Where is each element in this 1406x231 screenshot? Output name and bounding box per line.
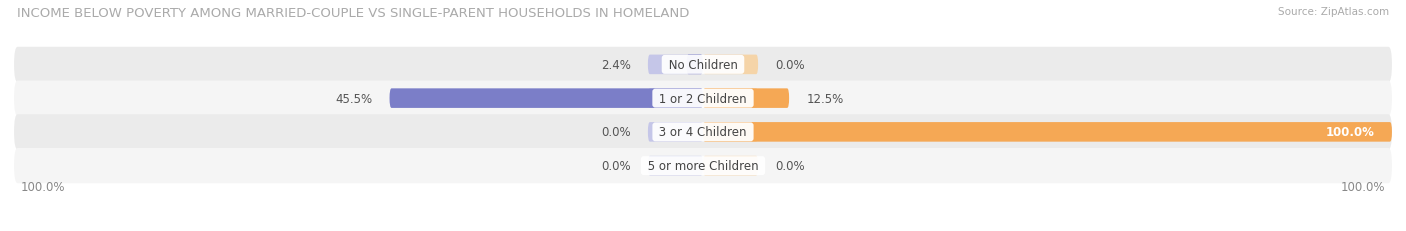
Text: 12.5%: 12.5%	[807, 92, 844, 105]
Text: 45.5%: 45.5%	[335, 92, 373, 105]
Text: 0.0%: 0.0%	[775, 159, 806, 172]
Text: Source: ZipAtlas.com: Source: ZipAtlas.com	[1278, 7, 1389, 17]
Text: No Children: No Children	[665, 59, 741, 72]
FancyBboxPatch shape	[14, 148, 1392, 183]
Text: INCOME BELOW POVERTY AMONG MARRIED-COUPLE VS SINGLE-PARENT HOUSEHOLDS IN HOMELAN: INCOME BELOW POVERTY AMONG MARRIED-COUPL…	[17, 7, 689, 20]
FancyBboxPatch shape	[389, 89, 703, 108]
Text: 0.0%: 0.0%	[775, 59, 806, 72]
FancyBboxPatch shape	[14, 115, 1392, 150]
FancyBboxPatch shape	[14, 48, 1392, 83]
FancyBboxPatch shape	[14, 81, 1392, 116]
FancyBboxPatch shape	[686, 55, 703, 75]
FancyBboxPatch shape	[703, 89, 758, 108]
Text: 100.0%: 100.0%	[1326, 126, 1375, 139]
Text: 2.4%: 2.4%	[600, 59, 631, 72]
FancyBboxPatch shape	[703, 55, 758, 75]
FancyBboxPatch shape	[703, 123, 758, 142]
Text: 0.0%: 0.0%	[600, 159, 631, 172]
FancyBboxPatch shape	[703, 156, 758, 176]
FancyBboxPatch shape	[648, 55, 703, 75]
Text: 5 or more Children: 5 or more Children	[644, 159, 762, 172]
Text: 1 or 2 Children: 1 or 2 Children	[655, 92, 751, 105]
FancyBboxPatch shape	[703, 123, 1392, 142]
FancyBboxPatch shape	[648, 89, 703, 108]
FancyBboxPatch shape	[648, 123, 703, 142]
FancyBboxPatch shape	[648, 156, 703, 176]
Text: 100.0%: 100.0%	[1340, 180, 1385, 193]
Text: 3 or 4 Children: 3 or 4 Children	[655, 126, 751, 139]
Text: 100.0%: 100.0%	[21, 180, 66, 193]
Text: 0.0%: 0.0%	[600, 126, 631, 139]
FancyBboxPatch shape	[703, 89, 789, 108]
